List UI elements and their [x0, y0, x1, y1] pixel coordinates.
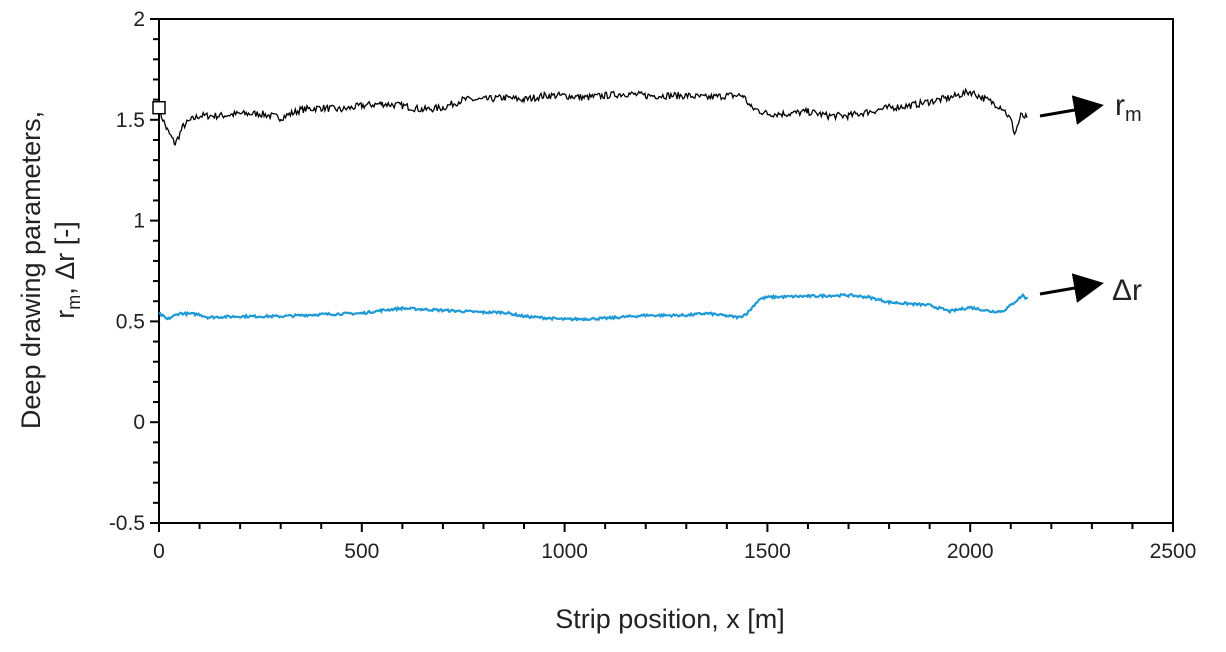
- x-tick-label: 500: [344, 540, 379, 563]
- dr-label: Δr: [1112, 274, 1142, 307]
- y-axis-title-line1: Deep drawing parameters,: [16, 111, 46, 429]
- y-tick-label: 0.5: [116, 310, 145, 333]
- rm-arrow: [1039, 95, 1104, 125]
- ticks: 0 500 1000 1500 2000 2500 -0.5 0 0.5 1 1.5 2: [109, 8, 1197, 563]
- y-axis-title-line2: rm, Δr [-]: [50, 221, 84, 319]
- x-tick-label: 2500: [1150, 540, 1197, 563]
- y-axis-title-r: r: [50, 310, 80, 319]
- y-tick-label: 1.5: [116, 109, 145, 132]
- y-tick-label: 2: [133, 8, 145, 31]
- y-axis-title-rest: , Δr [-]: [50, 221, 80, 295]
- rm-label-sub: m: [1125, 104, 1142, 126]
- x-axis-title: Strip position, x [m]: [555, 604, 785, 634]
- y-axis-title-sub: m: [64, 295, 84, 310]
- x-tick-label: 0: [153, 540, 165, 563]
- series-group: [152, 87, 1029, 322]
- series-rm-line: [158, 87, 1028, 146]
- x-tick-label: 2000: [947, 540, 994, 563]
- plot-frame: [158, 18, 1174, 524]
- series-dr-line: [158, 292, 1029, 322]
- open-square-marker: [152, 100, 166, 115]
- rm-label-r: r: [1115, 89, 1125, 122]
- y-tick-label: 0: [133, 411, 145, 434]
- rm-label: rm: [1115, 89, 1142, 126]
- x-tick-label: 1500: [744, 540, 791, 563]
- x-tick-label: 1000: [541, 540, 588, 563]
- y-axis-title: Deep drawing parameters, rm, Δr [-]: [16, 111, 84, 429]
- y-tick-label: 1: [133, 210, 145, 233]
- y-tick-label: -0.5: [109, 512, 145, 535]
- dr-arrow: [1039, 273, 1104, 303]
